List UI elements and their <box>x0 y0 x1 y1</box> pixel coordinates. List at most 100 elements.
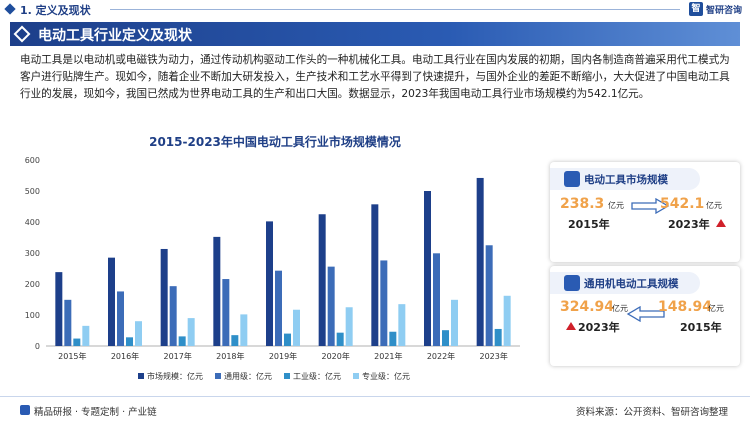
legend-swatch <box>353 373 359 379</box>
y-tick-label: 400 <box>25 218 40 227</box>
bar <box>424 191 431 346</box>
bar <box>371 204 379 346</box>
y-tick-label: 100 <box>25 311 40 320</box>
top-bar: 1. 定义及现状 智 智研咨询 <box>0 0 750 20</box>
bar-series <box>55 177 511 346</box>
bar <box>398 304 406 346</box>
footer-tagline: 精品研报 · 专题定制 · 产业链 <box>34 407 157 418</box>
section-label: 1. 定义及现状 <box>20 4 91 17</box>
x-tick-label: 2023年 <box>479 351 507 361</box>
y-tick-label: 600 <box>25 156 40 165</box>
y-axis: 0 100 200 300 400 500 600 <box>25 156 520 351</box>
y-tick-label: 200 <box>25 280 40 289</box>
bar <box>178 336 186 346</box>
bar <box>266 221 273 346</box>
bar <box>187 318 195 346</box>
x-tick-label: 2022年 <box>427 351 455 361</box>
page-title: 电动工具行业定义及现状 <box>38 28 192 44</box>
x-tick-label: 2018年 <box>216 351 244 361</box>
bar <box>494 328 502 346</box>
x-tick-label: 2019年 <box>269 351 297 361</box>
footer: 精品研报 · 专题定制 · 产业链 资料来源：公开资料、智研咨询整理 <box>0 396 750 421</box>
bar <box>73 338 81 346</box>
bar <box>433 253 440 346</box>
x-tick-label: 2016年 <box>111 351 139 361</box>
footer-divider <box>0 396 750 397</box>
legend-swatch <box>284 373 290 379</box>
bar <box>503 295 511 346</box>
card-title: 电动工具市场规模 <box>584 174 668 186</box>
value-2023: 324.94 <box>560 299 615 315</box>
bar <box>169 286 177 346</box>
unit-label: 亿元 <box>612 304 628 313</box>
bar <box>345 307 353 346</box>
bar <box>485 245 493 346</box>
year-label: 2015年 <box>680 321 722 334</box>
bar <box>389 331 397 346</box>
bar <box>231 335 239 346</box>
bar <box>240 314 248 346</box>
card-title: 通用机电动工具规模 <box>584 278 679 290</box>
year-label: 2015年 <box>568 218 610 231</box>
bar <box>126 337 133 346</box>
general-tool-card: 通用机电动工具规模 324.94 亿元 2023年 148.94 亿元 2015… <box>550 266 740 366</box>
up-arrow-icon <box>566 322 576 330</box>
x-tick-label: 2020年 <box>321 351 349 361</box>
bar <box>293 309 300 346</box>
legend-swatch <box>215 373 221 379</box>
logo-mark-icon: 智 <box>688 2 703 16</box>
up-arrow-icon <box>716 219 726 227</box>
bar <box>82 325 90 346</box>
bar-chart: 0 100 200 300 400 500 600 2015年 2016年 2017年 2018年… <box>25 156 520 381</box>
market-size-card: 电动工具市场规模 238.3 亿元 2015年 542.1 亿元 2023年 <box>550 162 740 262</box>
value-2023: 542.1 <box>660 196 705 212</box>
bar <box>222 279 230 346</box>
unit-label: 亿元 <box>608 201 624 210</box>
card-header: 通用机电动工具规模 <box>550 272 700 294</box>
bar <box>442 330 449 346</box>
bar <box>160 248 168 346</box>
intro-paragraph: 电动工具是以电动机或电磁铁为动力，通过传动机构驱动工作头的一种机械化工具。电动工… <box>20 54 730 100</box>
bar <box>336 332 344 346</box>
legend-label: 工业级：亿元 <box>293 371 341 381</box>
y-tick-label: 0 <box>35 342 40 351</box>
chart-icon <box>564 171 580 187</box>
bar <box>117 291 124 346</box>
bar <box>135 321 142 346</box>
card-header: 电动工具市场规模 <box>550 168 700 190</box>
legend-label: 通用级：亿元 <box>224 371 272 381</box>
year-label: 2023年 <box>578 321 620 334</box>
bar <box>275 270 282 346</box>
section-diamond-icon <box>4 3 16 15</box>
chart-icon <box>564 275 580 291</box>
y-tick-label: 300 <box>25 249 40 258</box>
title-banner: 电动工具行业定义及现状 <box>10 22 740 46</box>
y-tick-label: 500 <box>25 187 40 196</box>
top-divider <box>110 9 680 10</box>
banner-diamond-icon <box>13 25 31 43</box>
chart-legend: 市场规模：亿元 通用级：亿元 工业级：亿元 专业级：亿元 <box>138 371 410 381</box>
brand-logo: 智 智研咨询 <box>688 2 742 16</box>
unit-label: 亿元 <box>708 304 724 313</box>
value-2015: 148.94 <box>658 299 713 315</box>
bar <box>284 333 291 346</box>
bar <box>451 299 458 346</box>
legend-label: 专业级：亿元 <box>362 371 410 381</box>
x-axis: 2015年 2016年 2017年 2018年 2019年 2020年 2021年 2022年… <box>58 351 508 361</box>
bar <box>213 236 221 346</box>
source-note: 资料来源：公开资料、智研咨询整理 <box>575 407 728 418</box>
year-label: 2023年 <box>668 218 710 231</box>
value-2015: 238.3 <box>560 196 605 212</box>
bar <box>108 257 115 346</box>
x-tick-label: 2015年 <box>58 351 86 361</box>
legend-swatch <box>138 373 144 379</box>
bar <box>64 299 72 346</box>
x-tick-label: 2017年 <box>163 351 191 361</box>
bar <box>476 177 484 346</box>
logo-text: 智研咨询 <box>705 5 742 16</box>
bar <box>55 272 63 346</box>
report-icon <box>20 405 30 415</box>
bar <box>327 266 335 346</box>
legend-label: 市场规模：亿元 <box>147 371 203 381</box>
x-tick-label: 2021年 <box>374 351 402 361</box>
